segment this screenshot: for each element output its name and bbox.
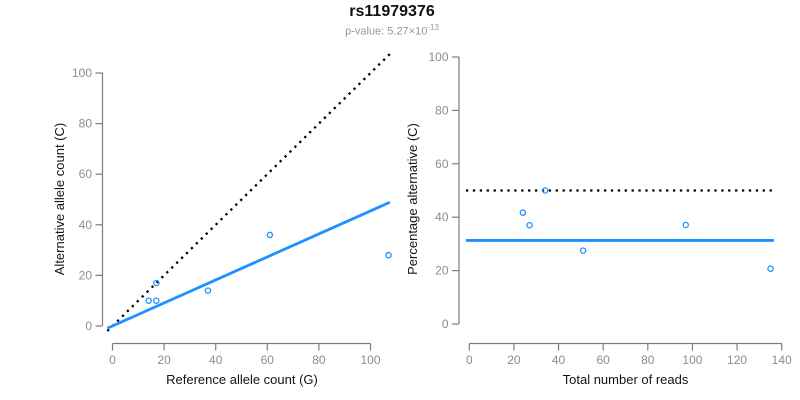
y-tick-label: 20 [79,268,93,282]
data-point [767,265,774,272]
y-tick-label: 100 [72,66,92,80]
data-point [541,187,549,194]
y-tick-label: 100 [428,50,448,64]
right-scatter-plot: 0 20 40 60 80 100 0 20 40 60 80 100 120 140 Total numb… [405,50,792,387]
plot-title: rs11979376 [349,3,435,20]
x-axis-title: Reference allele count (G) [166,372,318,387]
data-point [204,287,212,294]
x-tick-label: 120 [727,353,747,367]
x-axis-title: Total number of reads [563,372,689,387]
x-tick-label: 40 [552,353,566,367]
x-tick-label: 20 [507,353,521,367]
y-tick-label: 60 [435,157,449,171]
x-tick-label: 60 [597,353,611,367]
pvalue-text: p-value: 5.27×10 [345,25,428,38]
data-point [385,251,392,259]
y-axis-title: Percentage alternative (C) [405,123,420,275]
y-tick-label: 40 [435,210,449,224]
pvalue-exponent: -13 [427,23,439,32]
y-tick-label: 80 [435,103,449,117]
x-tick-label: 40 [209,353,223,367]
x-tick-label: 80 [641,353,655,367]
data-point [145,297,152,304]
y-tick-label: 20 [435,264,449,278]
y-tick-label: 0 [85,319,92,333]
x-tick-label: 100 [360,353,380,367]
x-tick-label: 60 [261,353,275,367]
x-tick-label: 20 [157,353,171,367]
data-point [526,221,533,229]
left-scatter-plot: 0 20 40 60 80 100 0 20 40 60 80 100 Reference allele… [52,53,392,387]
data-point [266,231,274,239]
y-axis-title: Alternative allele count (C) [52,123,67,275]
x-tick-label: 100 [682,353,702,367]
x-tick-label: 0 [109,353,116,367]
x-tick-label: 140 [772,353,792,367]
data-point [682,221,689,229]
identity-line [106,53,391,332]
data-point [153,297,160,304]
y-tick-label: 0 [442,317,449,331]
y-tick-label: 80 [79,117,93,131]
plot-subtitle: p-value: 5.27×10-13 [0,21,784,39]
data-point [519,209,527,216]
fit-line [106,201,391,330]
data-point [579,247,587,254]
y-tick-label: 60 [79,167,93,181]
y-tick-label: 40 [79,218,93,232]
x-tick-label: 0 [466,353,473,367]
title-block: rs11979376 p-value: 5.27×10-13 [0,3,784,39]
x-tick-label: 80 [312,353,326,367]
data-point [153,279,160,287]
